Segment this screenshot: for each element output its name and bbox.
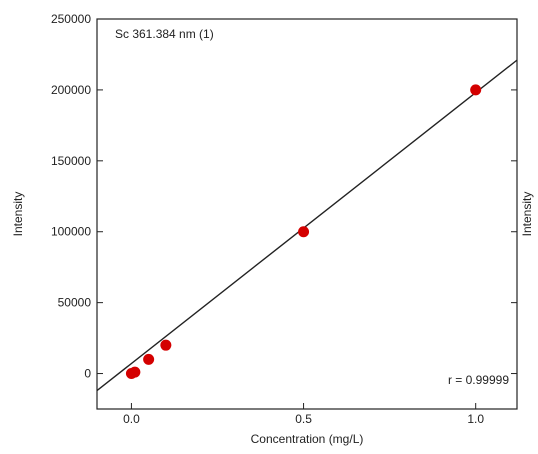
data-point xyxy=(129,366,141,378)
y-tick-label: 50000 xyxy=(58,296,92,310)
y-axis-ticks: 0 50000 100000 150000 200000 250000 xyxy=(51,12,517,381)
x-tick-label: 0.0 xyxy=(123,412,140,426)
data-point xyxy=(160,339,172,351)
x-tick-label: 0.5 xyxy=(295,412,312,426)
fit-line xyxy=(96,59,518,392)
data-point xyxy=(143,353,155,365)
data-point xyxy=(298,226,310,238)
y-tick-label: 0 xyxy=(84,367,91,381)
y-tick-label: 150000 xyxy=(51,154,91,168)
y-axis-title-right: Intensity xyxy=(520,192,534,237)
plot-area-frame xyxy=(96,18,518,410)
x-axis-title: Concentration (mg/L) xyxy=(251,432,364,446)
correlation-annotation: r = 0.99999 xyxy=(448,373,509,387)
fit-line-group xyxy=(96,59,518,392)
data-points xyxy=(125,84,482,380)
x-tick-label: 1.0 xyxy=(467,412,484,426)
y-axis-title: Intensity xyxy=(11,192,25,237)
data-point xyxy=(470,84,482,96)
x-axis-ticks: 0.0 0.5 1.0 xyxy=(123,403,484,426)
y-tick-label: 100000 xyxy=(51,225,91,239)
chart-title: Sc 361.384 nm (1) xyxy=(115,27,214,41)
y-tick-label: 200000 xyxy=(51,83,91,97)
y-tick-label: 250000 xyxy=(51,12,91,26)
